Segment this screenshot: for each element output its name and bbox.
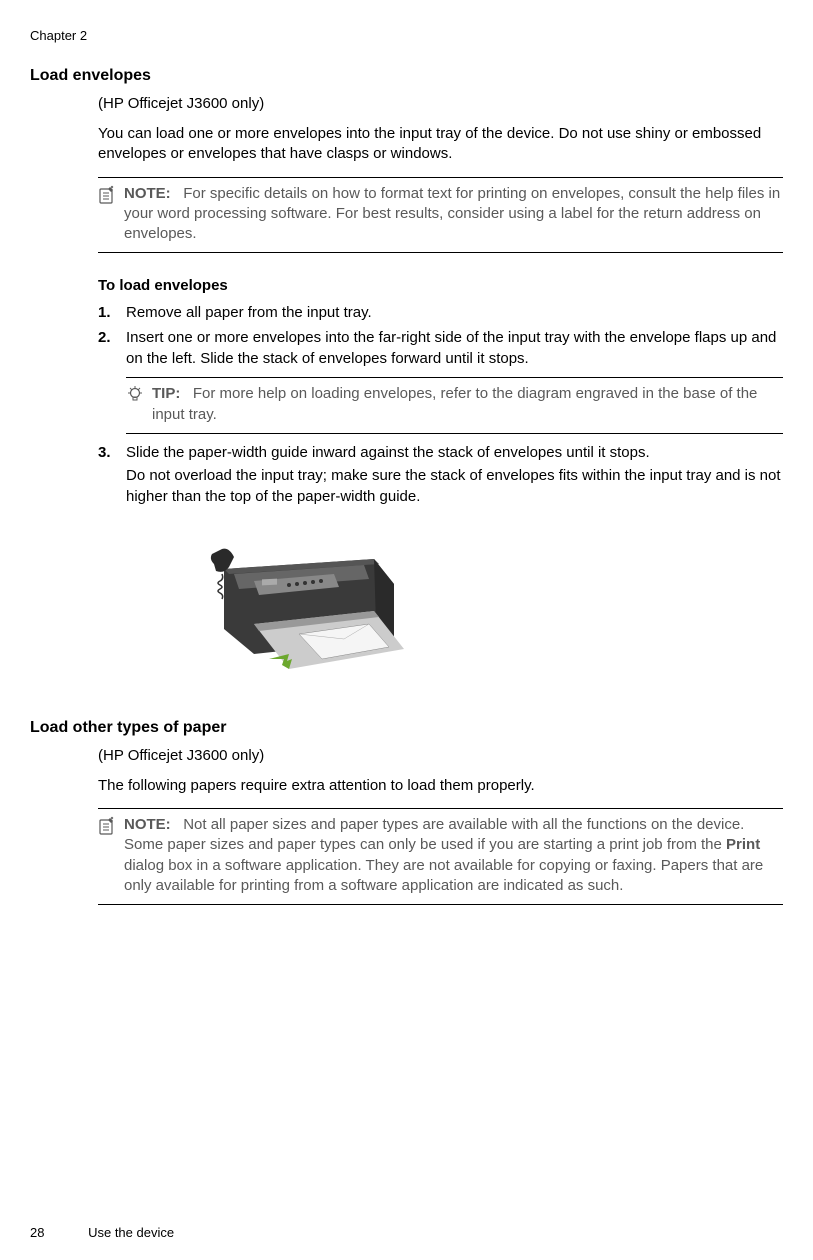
section1-intro: You can load one or more envelopes into …: [98, 124, 783, 165]
step-num: 1.: [98, 302, 114, 323]
step-text: Slide the paper-width guide inward again…: [126, 442, 783, 463]
note-text-1: For specific details on how to format te…: [124, 185, 780, 243]
sub-heading-load-envelopes: To load envelopes: [98, 277, 783, 294]
note-icon: [98, 185, 116, 205]
page-footer: 28 Use the device: [30, 1225, 174, 1240]
section-heading-other-paper: Load other types of paper: [30, 719, 783, 737]
step-3-extra: Do not overload the input tray; make sur…: [126, 465, 783, 507]
note-body-1: NOTE: For specific details on how to for…: [124, 184, 783, 245]
tip-block: TIP: For more help on loading envelopes,…: [126, 377, 783, 434]
note-label: NOTE:: [124, 816, 171, 833]
step-text: Remove all paper from the input tray.: [126, 302, 783, 323]
step-text: Insert one or more envelopes into the fa…: [126, 327, 783, 369]
step-1: 1. Remove all paper from the input tray.: [98, 302, 783, 323]
note-block-2: NOTE: Not all paper sizes and paper type…: [98, 808, 783, 905]
step-2: 2. Insert one or more envelopes into the…: [98, 327, 783, 369]
note-body-2: NOTE: Not all paper sizes and paper type…: [124, 815, 783, 896]
step-num: 3.: [98, 442, 114, 463]
note-text-before: Not all paper sizes and paper types are …: [124, 816, 744, 853]
section-heading-envelopes: Load envelopes: [30, 67, 783, 85]
tip-label: TIP:: [152, 385, 180, 402]
model-note-1: (HP Officejet J3600 only): [98, 95, 783, 112]
footer-title: Use the device: [88, 1225, 174, 1240]
note-label: NOTE:: [124, 185, 171, 202]
steps-list: 1. Remove all paper from the input tray.…: [98, 302, 783, 507]
chapter-header: Chapter 2: [30, 28, 783, 43]
note-bold-print: Print: [726, 836, 760, 853]
lightbulb-icon: [126, 385, 144, 405]
page-number: 28: [30, 1225, 44, 1240]
step-3: 3. Slide the paper-width guide inward ag…: [98, 442, 783, 507]
tip-text: For more help on loading envelopes, refe…: [152, 385, 757, 422]
model-note-2: (HP Officejet J3600 only): [98, 747, 783, 764]
printer-illustration: [194, 529, 430, 689]
step-num: 2.: [98, 327, 114, 348]
note-icon: [98, 816, 116, 836]
tip-body: TIP: For more help on loading envelopes,…: [152, 384, 783, 425]
note-text-after: dialog box in a software application. Th…: [124, 857, 763, 894]
section2-intro: The following papers require extra atten…: [98, 776, 783, 796]
note-block-1: NOTE: For specific details on how to for…: [98, 177, 783, 254]
